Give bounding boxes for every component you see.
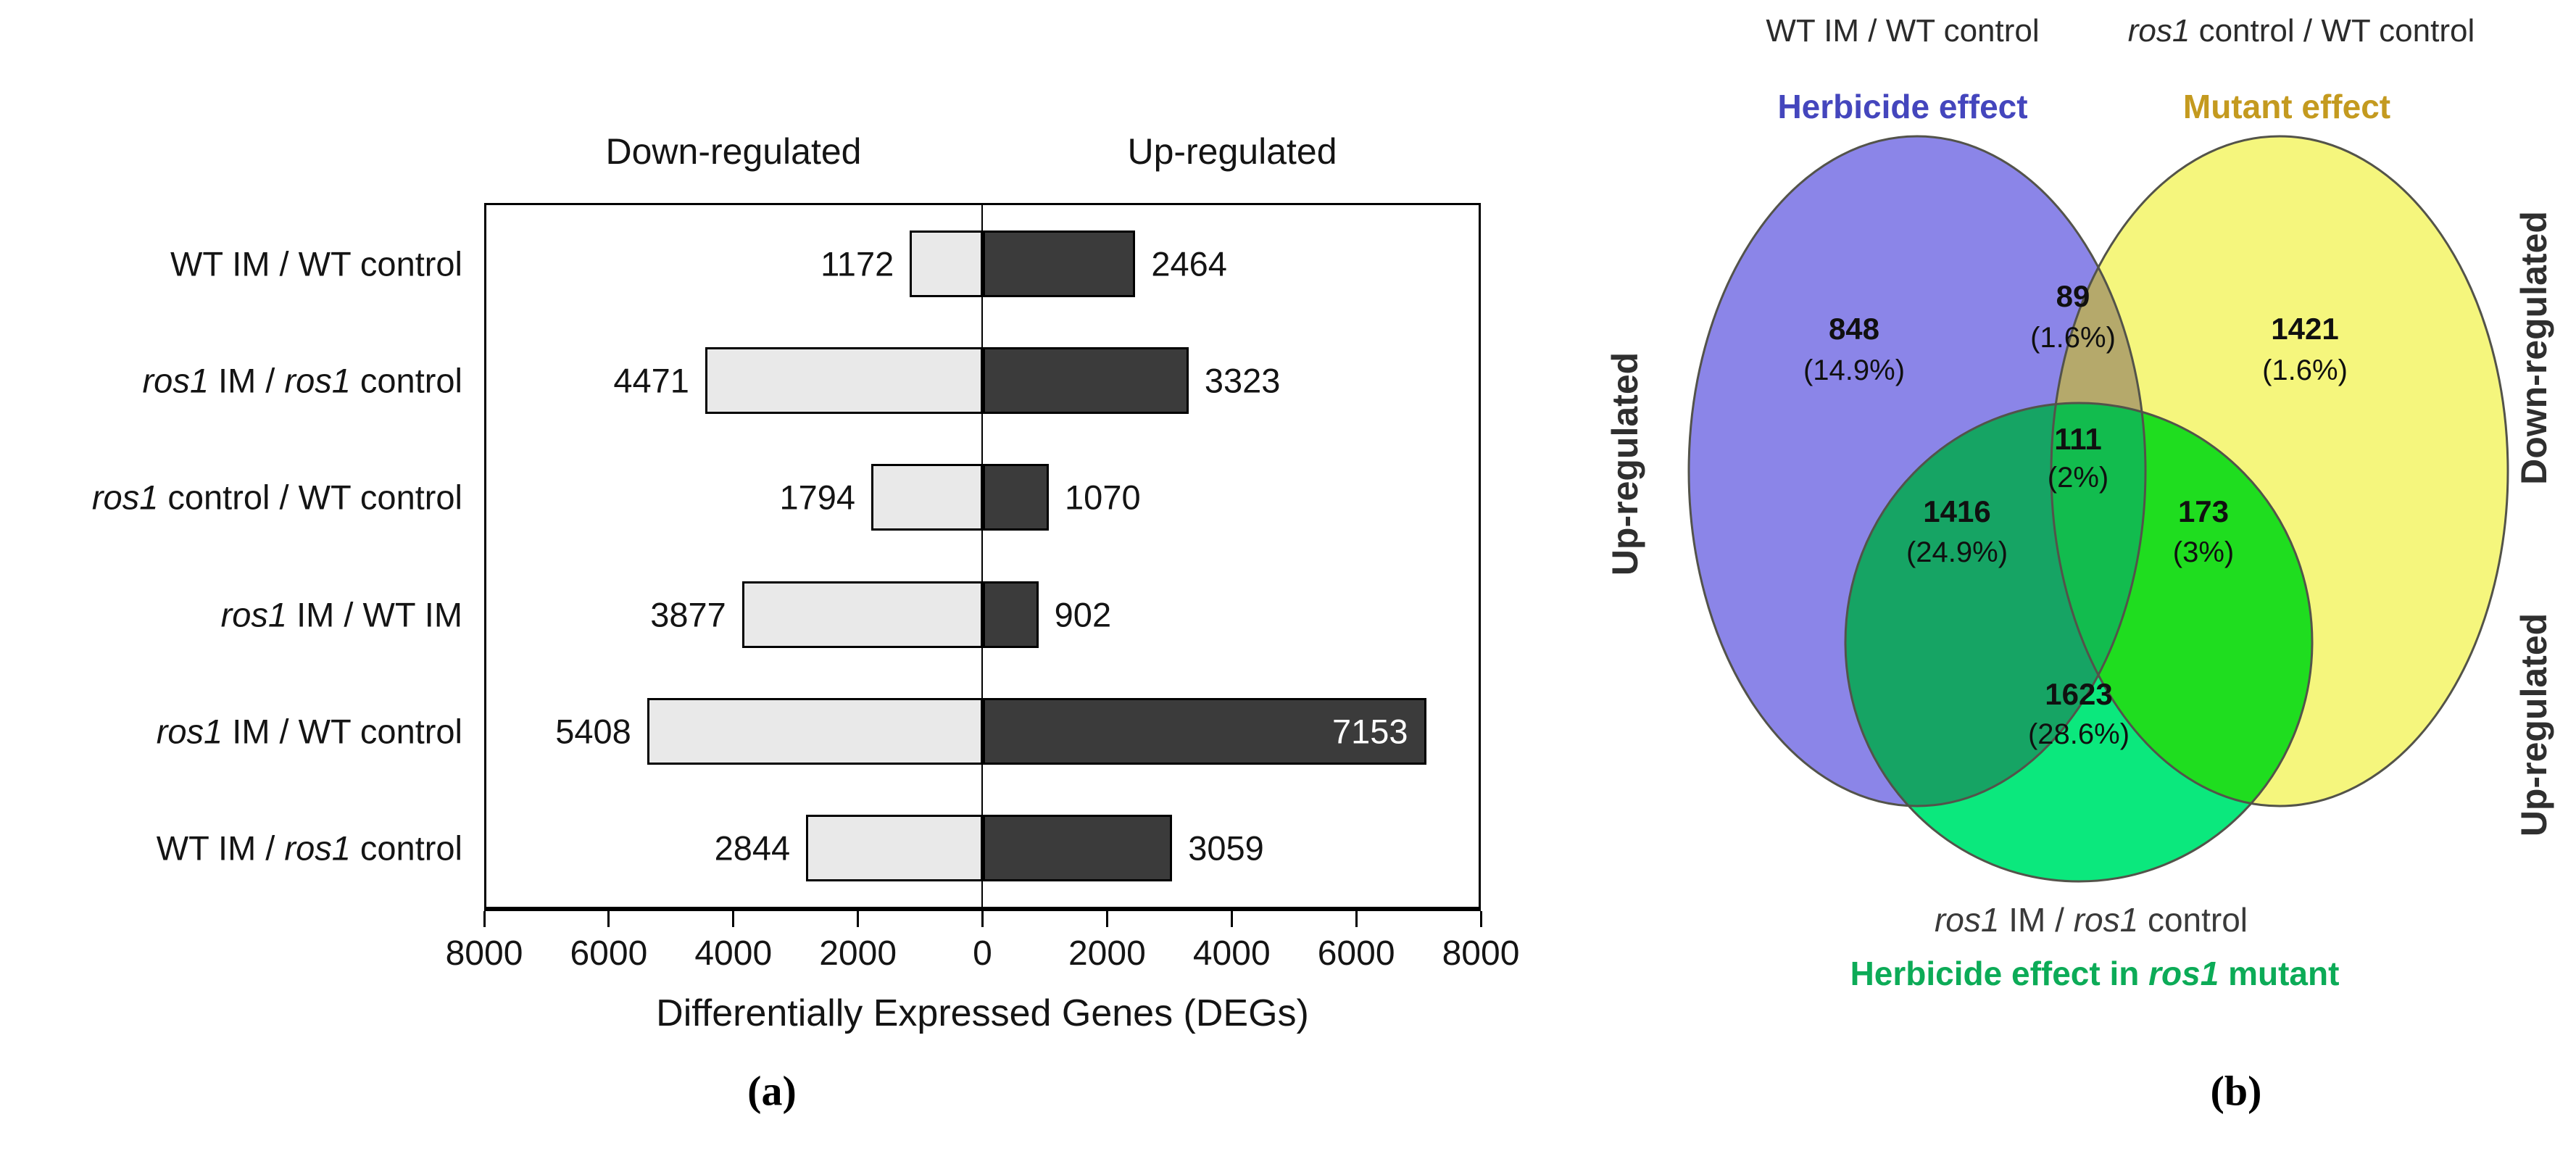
- x-tick-label-6: 4000: [1192, 934, 1271, 973]
- bar-up-3: [982, 581, 1039, 648]
- x-tick-3: [857, 911, 860, 927]
- category-labels: WT IM / WT control ros1 IM / ros1 control…: [0, 203, 462, 909]
- region-center-value: 111: [2054, 422, 2101, 456]
- bar-down-4: [647, 698, 983, 765]
- x-tick-label-4: 0: [973, 934, 992, 973]
- value-up-3: 902: [1054, 595, 1112, 634]
- bar-down-0: [910, 230, 983, 297]
- region-green-only-value: 1623: [2045, 677, 2112, 711]
- side-label-right-up-regulated: Up-regulated: [2514, 612, 2554, 837]
- x-tick-label-5: 2000: [1068, 934, 1146, 973]
- venn-set-blue-subtitle: Herbicide effect: [1777, 88, 2028, 125]
- x-tick-label-1: 6000: [570, 934, 648, 973]
- x-tick-label-7: 6000: [1317, 934, 1395, 973]
- x-tick-1: [607, 911, 610, 927]
- venn-set-green-subtitle: Herbicide effect in ros1 mutant: [1850, 955, 2340, 992]
- x-axis: 8000 6000 4000 2000 0 2000 4000 6000 8000: [446, 908, 1519, 1002]
- value-up-5: 3059: [1188, 828, 1264, 868]
- region-blue-only-pct: (14.9%): [1803, 354, 1905, 386]
- bar-up-4: [982, 698, 1426, 765]
- bar-up-0: [982, 230, 1136, 297]
- bar-up-1: [982, 347, 1189, 414]
- panel-a-label: (a): [747, 1067, 797, 1115]
- zero-axis-line: [981, 205, 983, 907]
- bar-down-1: [705, 347, 983, 414]
- panel-b-label: (b): [2210, 1067, 2262, 1115]
- row-label-4: ros1 IM / WT control: [156, 712, 462, 751]
- header-up-regulated: Up-regulated: [1127, 131, 1337, 172]
- x-axis-line: [484, 908, 1481, 911]
- value-up-0: 2464: [1151, 244, 1227, 283]
- bar-down-2: [871, 464, 983, 531]
- bar-down-5: [806, 815, 983, 882]
- venn-set-green-title: ros1 IM / ros1 control: [1934, 901, 2248, 939]
- region-blue-yellow-value: 89: [2056, 279, 2090, 313]
- venn-outline-blue: [1687, 135, 2147, 807]
- side-label-left-up-regulated: Up-regulated: [1605, 352, 1645, 576]
- x-tick-label-8: 8000: [1442, 934, 1520, 973]
- bar-up-2: [982, 464, 1050, 531]
- plot-area: 1172 2464 4471 3323 1794 1070 3877 902 5408 7153 2…: [484, 203, 1481, 909]
- side-label-right-down-regulated: Down-regulated: [2514, 211, 2554, 485]
- x-tick-label-3: 2000: [819, 934, 897, 973]
- panel-b-venn: WT IM / WT control ros1 control / WT con…: [1558, 0, 2576, 1167]
- x-tick-4: [981, 911, 984, 927]
- row-label-3: ros1 IM / WT IM: [220, 595, 462, 634]
- region-yellow-only-pct: (1.6%): [2262, 354, 2348, 386]
- value-up-4: 7153: [1331, 712, 1408, 751]
- venn-overlap-blue-green: [1845, 403, 2145, 806]
- value-down-3: 3877: [650, 595, 726, 634]
- venn-set-yellow-title: ros1 control / WT control: [2127, 13, 2475, 49]
- header-down-regulated: Down-regulated: [605, 131, 862, 172]
- x-tick-2: [732, 911, 735, 927]
- region-green-only-pct: (28.6%): [2028, 718, 2130, 750]
- row-label-2: ros1 control / WT control: [91, 478, 462, 517]
- region-yellow-only-value: 1421: [2271, 312, 2338, 346]
- x-tick-5: [1105, 911, 1108, 927]
- region-blue-green-pct: (24.9%): [1906, 536, 2008, 568]
- x-axis-title: Differentially Expressed Genes (DEGs): [656, 992, 1309, 1034]
- venn-set-yellow-subtitle: Mutant effect: [2182, 88, 2391, 125]
- region-blue-only-value: 848: [1829, 312, 1879, 346]
- bar-down-3: [741, 581, 983, 648]
- region-blue-yellow-pct: (1.6%): [2030, 322, 2116, 354]
- x-tick-label-2: 4000: [694, 934, 773, 973]
- x-tick-0: [483, 911, 486, 927]
- value-down-0: 1172: [820, 244, 894, 283]
- venn-outline-green: [1844, 402, 2314, 883]
- x-tick-6: [1230, 911, 1233, 927]
- value-down-5: 2844: [714, 828, 791, 868]
- row-label-5: WT IM / ros1 control: [156, 828, 462, 868]
- x-tick-7: [1355, 911, 1358, 927]
- row-label-0: WT IM / WT control: [170, 244, 462, 283]
- region-center-pct: (2%): [2048, 462, 2108, 494]
- bar-up-5: [982, 815, 1173, 882]
- value-down-2: 1794: [779, 478, 856, 517]
- venn-diagram: 848 (14.9%) 89 (1.6%) 1421 (1.6%) 111 (2…: [1687, 135, 2509, 883]
- region-yellow-green-value: 173: [2178, 494, 2229, 528]
- x-tick-8: [1479, 911, 1482, 927]
- venn-outline-yellow: [2050, 135, 2509, 807]
- venn-set-blue-title: WT IM / WT control: [1766, 13, 2040, 49]
- region-blue-green-value: 1416: [1923, 494, 1990, 528]
- panel-a-bar-chart: Down-regulated Up-regulated WT IM / WT c…: [0, 131, 1519, 1115]
- region-yellow-green-pct: (3%): [2173, 536, 2234, 568]
- value-down-4: 5408: [555, 712, 631, 751]
- value-down-1: 4471: [613, 361, 689, 400]
- row-label-1: ros1 IM / ros1 control: [142, 361, 462, 400]
- value-up-1: 3323: [1204, 361, 1281, 400]
- value-up-2: 1070: [1065, 478, 1141, 517]
- x-tick-label-0: 8000: [445, 934, 523, 973]
